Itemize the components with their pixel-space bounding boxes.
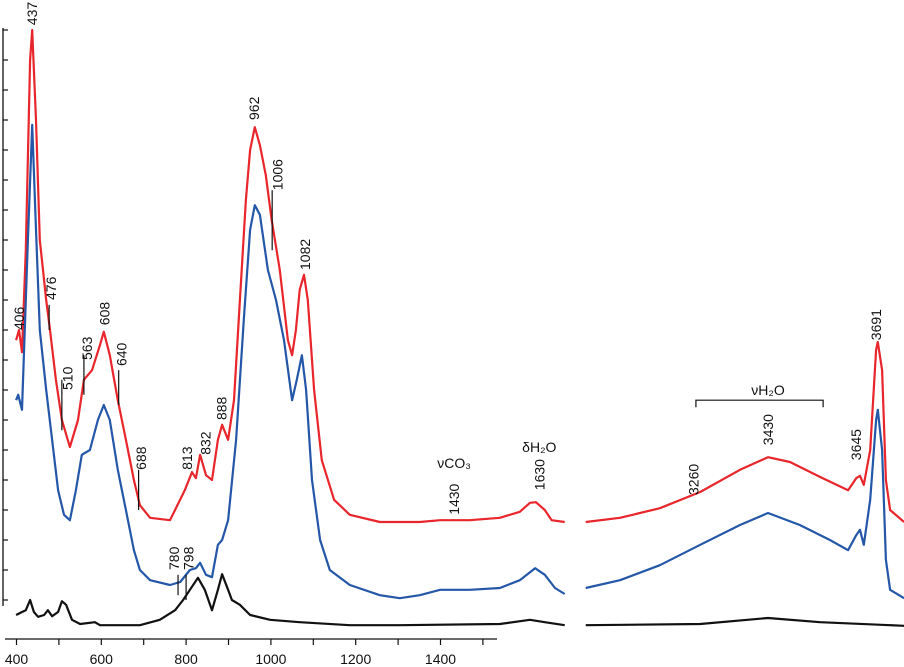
band-label: νCO₃	[437, 455, 471, 471]
peak-label: 406	[11, 306, 27, 330]
peak-label: 3260	[685, 464, 701, 495]
band-label: δH₂O	[522, 439, 556, 455]
black-spectrum-high-range	[585, 616, 904, 627]
x-tick-label: 1200	[340, 651, 371, 667]
peak-label: 1082	[297, 239, 313, 270]
x-tick-label: 600	[90, 651, 114, 667]
blue-spectrum-high-range	[585, 408, 904, 600]
peak-label: 888	[214, 396, 230, 420]
red-spectrum-low-range	[15, 28, 565, 524]
peak-label: 962	[246, 96, 262, 120]
peak-label: 813	[179, 446, 195, 470]
peak-label: 1430	[446, 483, 462, 514]
peak-label: 1006	[270, 159, 286, 190]
x-tick-label: 1400	[425, 651, 456, 667]
red-spectrum-high-range	[585, 340, 904, 524]
x-tick-label: 800	[174, 651, 198, 667]
series-group	[15, 28, 904, 627]
x-tick-label: 1000	[255, 651, 286, 667]
peak-label: 832	[198, 431, 214, 455]
peak-label: 476	[43, 276, 59, 300]
band-label: νH₂O	[751, 382, 785, 398]
axes: 400 600 800 1000 1200 1400	[2, 28, 497, 667]
peak-label: 608	[97, 302, 113, 326]
peak-label: 437	[24, 2, 40, 26]
peak-label: 780	[166, 546, 182, 570]
peak-label: 640	[114, 342, 130, 366]
peak-label: 688	[133, 446, 149, 470]
x-tick-label: 400	[5, 651, 29, 667]
peak-label: 510	[59, 366, 75, 390]
blue-spectrum-low-range	[15, 123, 566, 600]
peak-label: 563	[79, 336, 95, 360]
black-spectrum-low-range	[15, 573, 565, 627]
peak-label: 3691	[868, 309, 884, 340]
peak-label: 1630	[531, 459, 547, 490]
peak-label: 798	[181, 546, 197, 570]
peak-label: 3430	[760, 414, 776, 445]
peak-label: 3645	[848, 429, 864, 460]
vh2o-bracket	[695, 399, 824, 408]
